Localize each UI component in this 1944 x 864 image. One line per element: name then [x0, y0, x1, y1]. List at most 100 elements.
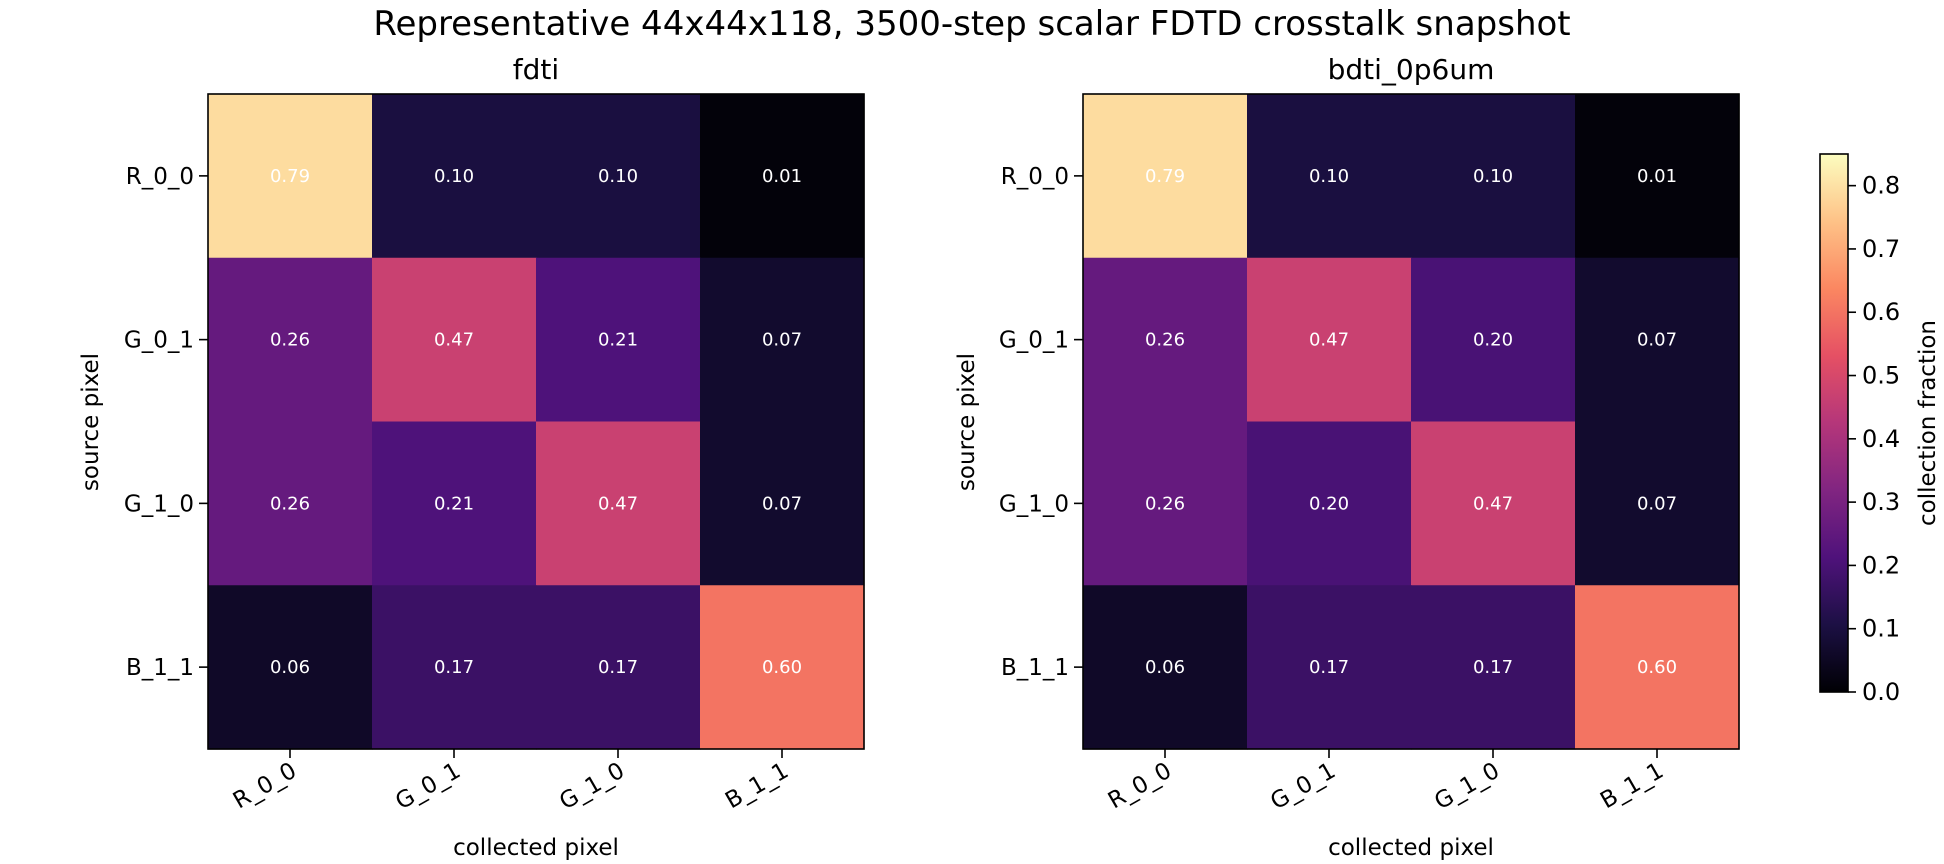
colorbar: 0.0 0.1 0.2 0.3 0.4 0.5 0.6 0.7 0.8 collection f… [1819, 153, 1941, 706]
heatmap-cell [1411, 585, 1576, 750]
y-tick-label: G_0_1 [124, 328, 194, 354]
colorbar-tick-label: 0.5 [1862, 362, 1900, 390]
cell-value-label: 0.47 [598, 493, 638, 514]
x-tick-label: R_0_0 [229, 758, 301, 815]
x-tick-label: R_0_0 [1104, 758, 1176, 815]
cell-value-label: 0.10 [1473, 166, 1513, 187]
heatmap-cell [372, 94, 537, 259]
heatmap-cell [1083, 421, 1248, 586]
cell-value-label: 0.17 [1473, 657, 1513, 678]
heatmap-cell [1083, 257, 1248, 423]
cell-value-label: 0.10 [434, 166, 474, 187]
y-axis-label: source pixel [78, 353, 104, 491]
cell-value-label: 0.01 [1637, 166, 1677, 187]
cell-value-label: 0.47 [1309, 330, 1349, 351]
colorbar-tick-label: 0.2 [1862, 551, 1900, 579]
cell-value-label: 0.17 [1309, 657, 1349, 678]
cell-value-label: 0.01 [762, 166, 802, 187]
heatmap-cell [1575, 257, 1740, 423]
heatmap-cell [1247, 94, 1412, 259]
heatmap-cell [372, 421, 537, 586]
cell-value-label: 0.20 [1309, 493, 1349, 514]
x-axis-label: collected pixel [1328, 835, 1494, 861]
colorbar-ticks: 0.0 0.1 0.2 0.3 0.4 0.5 0.6 0.7 0.8 [1848, 172, 1900, 706]
colorbar-tick-label: 0.1 [1862, 615, 1900, 643]
panel-title: fdti [513, 53, 559, 86]
cell-value-label: 0.60 [762, 657, 802, 678]
cell-value-label: 0.07 [1637, 330, 1677, 351]
colorbar-label: collection fraction [1915, 320, 1941, 526]
x-axis-label: collected pixel [453, 835, 619, 861]
colorbar-tick-label: 0.0 [1862, 678, 1900, 706]
cell-value-label: 0.07 [762, 493, 802, 514]
heatmap-cell [536, 94, 701, 259]
y-tick-label: G_0_1 [999, 328, 1069, 354]
heatmap-cell [1247, 585, 1412, 750]
heatmap-cell [1083, 585, 1248, 750]
x-tick-label: G_0_1 [391, 758, 465, 816]
heatmap-cells: 0.79 0.10 0.10 0.01 0.26 0.47 0.21 0.07 0.26 0.21… [208, 94, 865, 750]
heatmap-cell [208, 585, 373, 750]
x-tick-label: B_1_1 [1596, 758, 1668, 815]
heatmap-cell [372, 257, 537, 423]
heatmap-cells: 0.79 0.10 0.10 0.01 0.26 0.47 0.20 0.07 0.26 0.20… [1083, 94, 1740, 750]
heatmap-cell [536, 421, 701, 586]
heatmap-cell [1247, 421, 1412, 586]
colorbar-tick-label: 0.7 [1862, 235, 1900, 263]
cell-value-label: 0.21 [598, 330, 638, 351]
plot-frame [207, 93, 865, 750]
y-tick-label: G_1_0 [999, 491, 1069, 517]
plot-frame [1082, 93, 1740, 750]
colorbar-frame [1819, 153, 1849, 693]
cell-value-label: 0.17 [434, 657, 474, 678]
cell-value-label: 0.26 [1145, 493, 1185, 514]
cell-value-label: 0.21 [434, 493, 474, 514]
heatmap-cell [208, 421, 373, 586]
heatmap-cell [700, 421, 865, 586]
cell-value-label: 0.10 [1309, 166, 1349, 187]
x-tick-label: B_1_1 [721, 758, 793, 815]
y-tick-label: B_1_1 [126, 655, 194, 681]
cell-value-label: 0.26 [1145, 330, 1185, 351]
heatmap-cell [1083, 94, 1248, 259]
heatmap-cell [536, 585, 701, 750]
cell-value-label: 0.07 [762, 330, 802, 351]
cell-value-label: 0.06 [270, 657, 310, 678]
cell-value-label: 0.79 [270, 166, 310, 187]
colorbar-tick-label: 0.6 [1862, 298, 1900, 326]
heatmap-cell [700, 94, 865, 259]
heatmap-cell [1247, 257, 1412, 423]
x-tick-label: G_1_0 [555, 758, 629, 816]
heatmap-cell [208, 257, 373, 423]
cell-value-label: 0.17 [598, 657, 638, 678]
heatmap-cell [1411, 421, 1576, 586]
cell-value-label: 0.10 [598, 166, 638, 187]
heatmap-cell [1575, 585, 1740, 750]
x-tick-label: G_1_0 [1430, 758, 1504, 816]
heatmap-panel-fdti: fdti 0.79 0.10 0.10 0.01 0.26 0.47 0.21 0.07 0.2… [78, 53, 865, 861]
cell-value-label: 0.07 [1637, 493, 1677, 514]
y-tick-label: G_1_0 [124, 491, 194, 517]
colorbar-tick-label: 0.3 [1862, 488, 1900, 516]
heatmap-cell [536, 257, 701, 423]
heatmap-cell [700, 585, 865, 750]
y-tick-label: B_1_1 [1001, 655, 1069, 681]
figure-title: Representative 44x44x118, 3500-step scal… [373, 4, 1570, 44]
heatmap-cell [1575, 421, 1740, 586]
cell-value-label: 0.47 [434, 330, 474, 351]
cell-value-label: 0.60 [1637, 657, 1677, 678]
heatmap-cell [372, 585, 537, 750]
colorbar-tick-label: 0.4 [1862, 425, 1900, 453]
y-tick-label: R_0_0 [1001, 164, 1069, 190]
cell-value-label: 0.06 [1145, 657, 1185, 678]
cell-value-label: 0.47 [1473, 493, 1513, 514]
heatmap-cell [208, 94, 373, 259]
colorbar-gradient [1820, 154, 1848, 692]
x-tick-label: G_0_1 [1266, 758, 1340, 816]
panel-title: bdti_0p6um [1328, 53, 1495, 86]
y-tick-label: R_0_0 [126, 164, 194, 190]
cell-value-label: 0.20 [1473, 330, 1513, 351]
heatmap-panel-bdti-0p6um: bdti_0p6um 0.79 0.10 0.10 0.010.26 0.47 0.20 0… [954, 53, 1740, 861]
cell-value-label: 0.26 [270, 330, 310, 351]
